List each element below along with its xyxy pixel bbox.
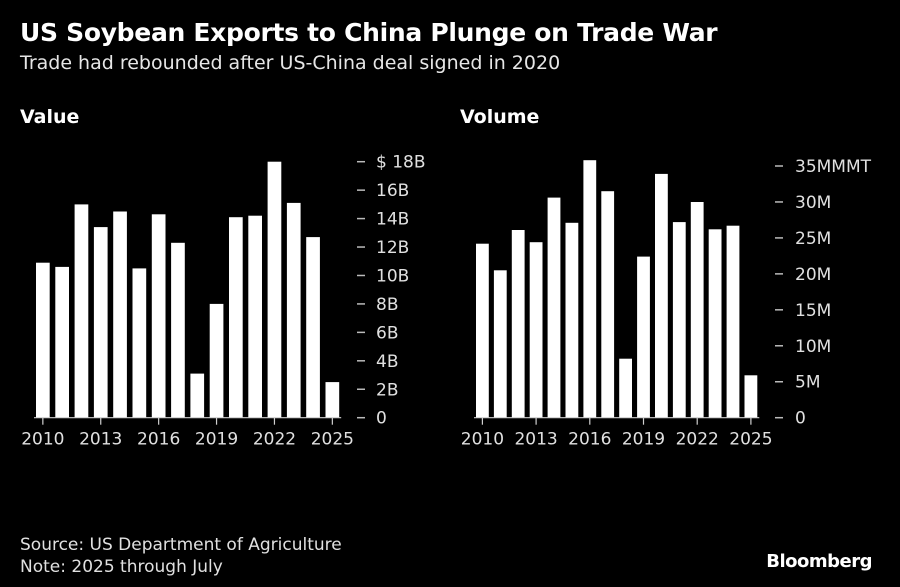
chart-title: US Soybean Exports to China Plunge on Tr… (20, 18, 718, 47)
bloomberg-logo: Bloomberg (766, 551, 872, 572)
value-x-tick-label: 2019 (195, 430, 238, 450)
value-y-tick-label: 4B (376, 352, 398, 372)
volume-y-tick-label: 10M (795, 337, 831, 357)
source-note: Source: US Department of Agriculture (20, 535, 342, 555)
volume-bar-2010 (476, 243, 489, 418)
value-x-tick-label: 2016 (137, 430, 180, 450)
volume-bar-2016 (583, 160, 597, 418)
value-y-tick-label: 10B (376, 266, 409, 286)
volume-y-tick-label: 30M (795, 193, 831, 213)
value-bar-2016 (151, 214, 166, 418)
volume-y-tick-label: 35MMMT (795, 157, 872, 177)
volume-bar-2014 (547, 197, 561, 418)
chart-subtitle: Trade had rebounded after US-China deal … (20, 52, 561, 74)
volume-y-tick-label: 0 (795, 409, 806, 429)
value-bar-2010 (36, 262, 50, 418)
value-bar-2024 (306, 237, 320, 418)
volume-bar-2018 (619, 358, 632, 418)
volume-y-tick-label: 5M (795, 373, 820, 393)
value-bar-2020 (229, 217, 243, 418)
value-bar-2011 (55, 266, 69, 418)
volume-bar-2011 (493, 270, 507, 418)
value-y-tick-label: 8B (376, 295, 398, 315)
value-y-tick-label: 2B (376, 380, 398, 400)
value-panel-title: Value (20, 106, 80, 128)
value-y-tick-label: 16B (376, 181, 409, 201)
volume-bar-2025 (744, 375, 758, 418)
value-y-tick-label: $ 18B (376, 153, 426, 173)
value-bar-2021 (248, 215, 262, 418)
volume-y-tick-label: 25M (795, 229, 831, 249)
volume-x-tick-label: 2025 (729, 430, 772, 450)
volume-bar-2021 (672, 222, 686, 418)
volume-x-tick-label: 2016 (568, 430, 611, 450)
volume-x-tick-label: 2013 (514, 430, 557, 450)
value-bar-2013 (93, 227, 108, 418)
value-bar-2023 (286, 202, 301, 418)
value-x-tick-label: 2025 (311, 430, 354, 450)
volume-bar-2020 (655, 173, 668, 418)
volume-x-tick-label: 2010 (461, 430, 504, 450)
volume-bar-2017 (601, 191, 615, 418)
value-y-tick-label: 14B (376, 210, 409, 230)
volume-bar-2012 (511, 230, 525, 418)
volume-panel-title: Volume (460, 106, 540, 128)
volume-bar-2013 (529, 242, 543, 418)
volume-bar-2023 (708, 229, 722, 418)
volume-bar-2019 (637, 256, 650, 418)
value-bar-2015 (132, 268, 147, 418)
value-y-tick-label: 12B (376, 238, 409, 258)
volume-x-tick-label: 2022 (676, 430, 719, 450)
value-bar-2019 (209, 303, 224, 418)
value-x-tick-label: 2010 (21, 430, 64, 450)
value-bar-2018 (190, 373, 205, 418)
value-x-tick-label: 2013 (79, 430, 122, 450)
volume-bar-2015 (565, 222, 579, 418)
value-x-tick-label: 2022 (253, 430, 296, 450)
value-bar-2014 (113, 211, 127, 418)
footnote: Note: 2025 through July (20, 557, 223, 577)
value-bar-2025 (325, 382, 340, 418)
volume-x-tick-label: 2019 (622, 430, 665, 450)
value-bar-2012 (74, 204, 89, 418)
value-y-tick-label: 6B (376, 323, 398, 343)
value-y-tick-label: 0 (376, 409, 387, 429)
value-bar-2022 (267, 161, 282, 418)
volume-y-tick-label: 20M (795, 265, 831, 285)
value-bar-2017 (171, 242, 185, 418)
volume-y-tick-label: 15M (795, 301, 831, 321)
volume-bar-2022 (690, 202, 704, 418)
volume-bar-2024 (726, 225, 740, 418)
